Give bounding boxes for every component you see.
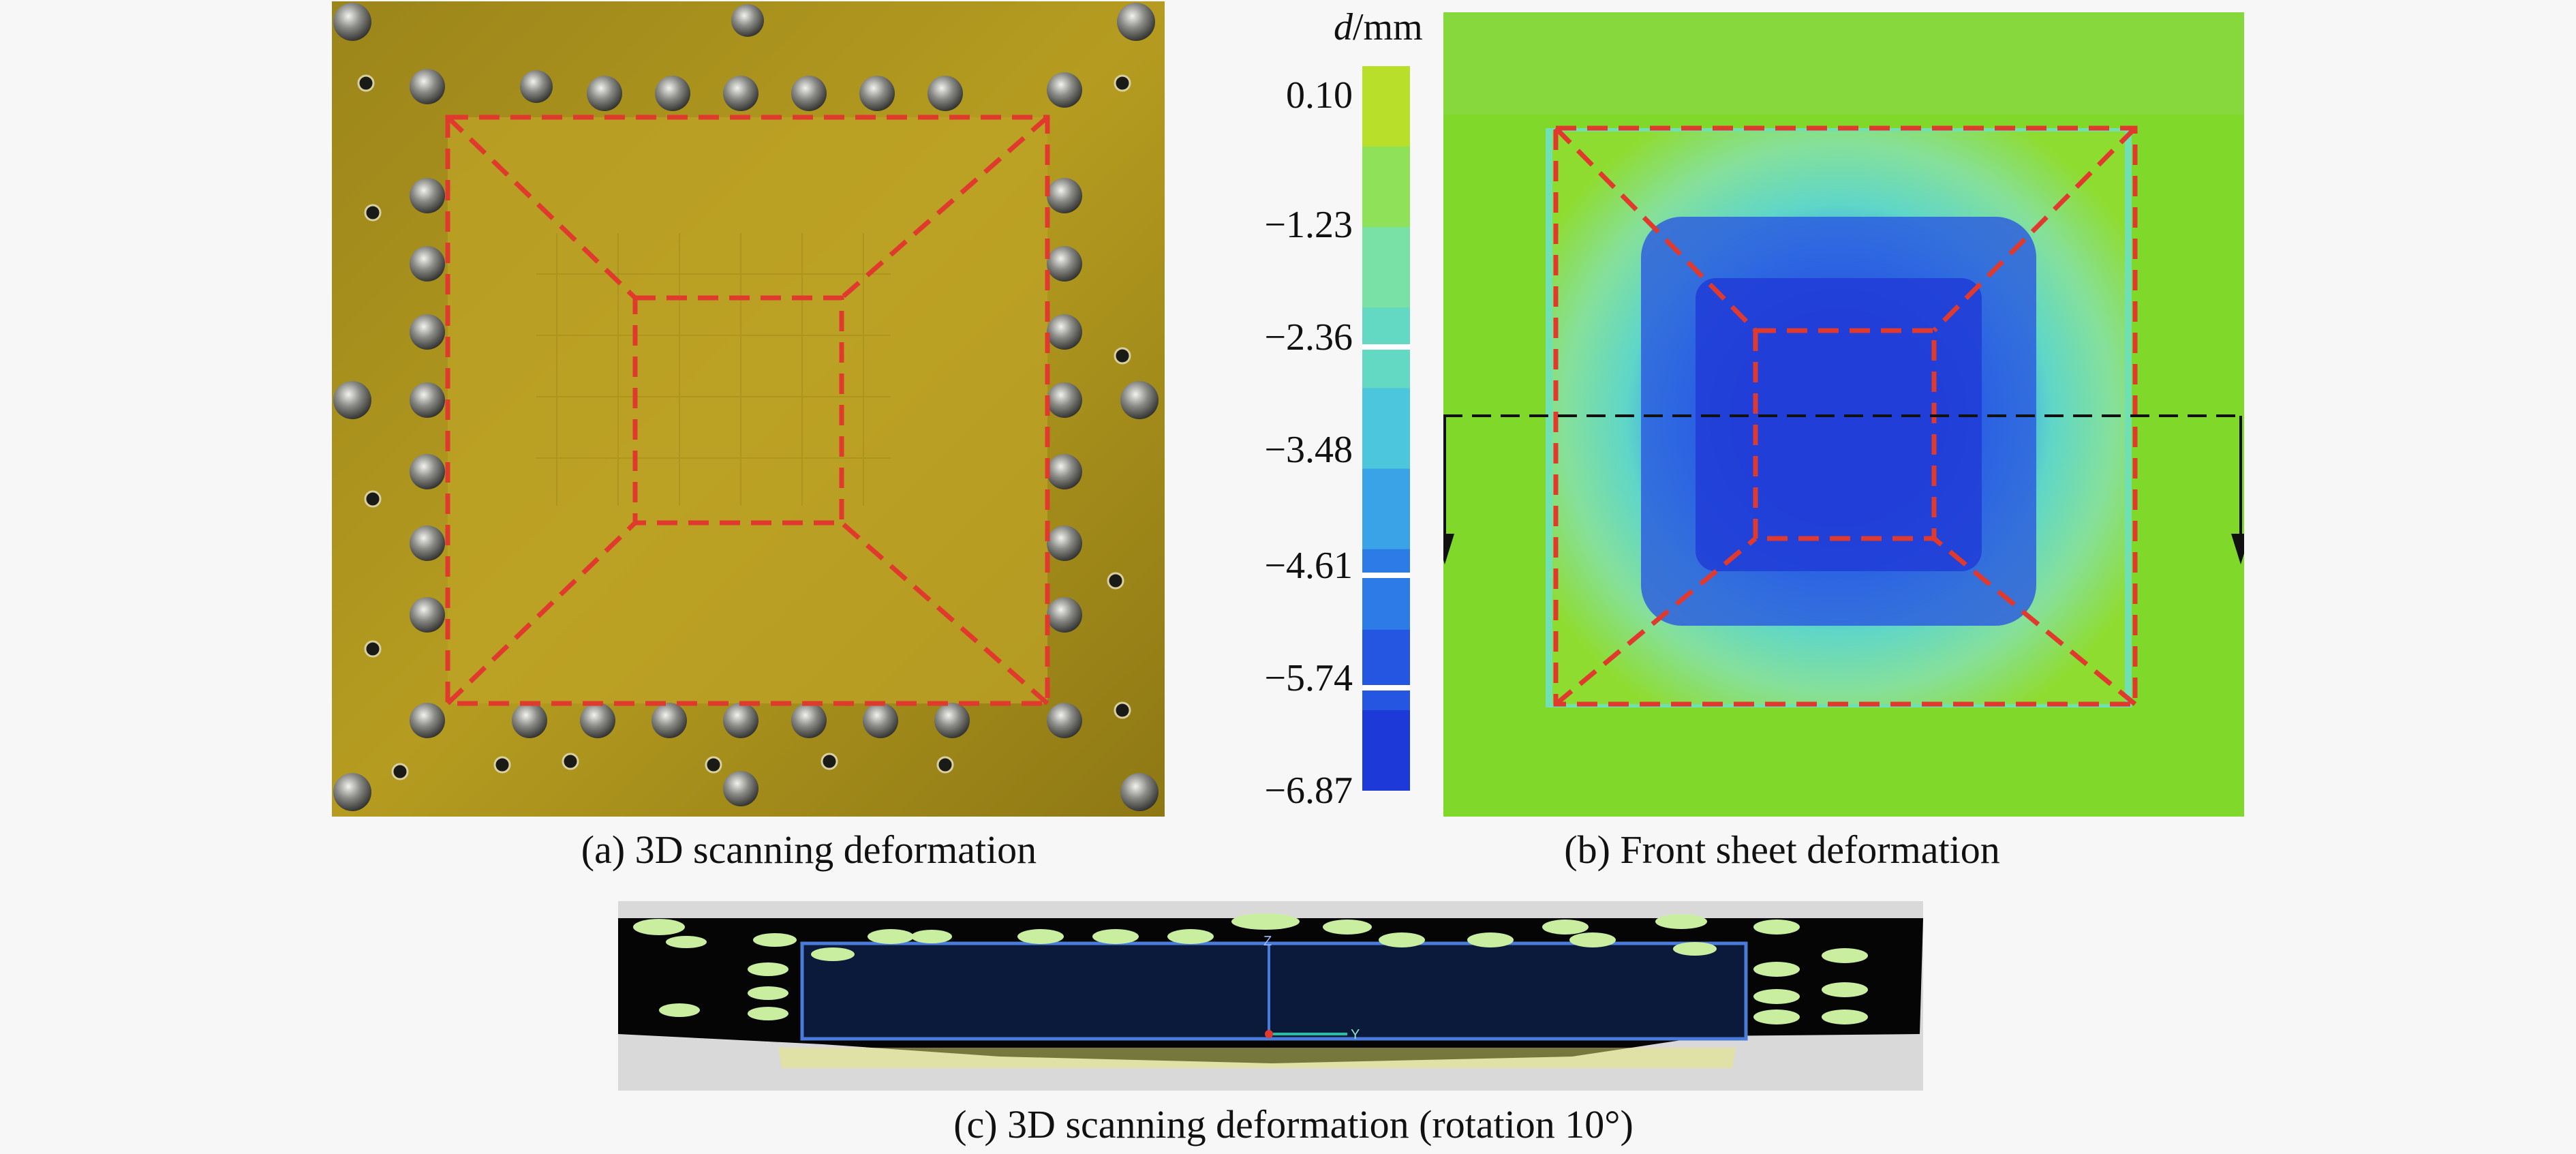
caption-a: (a) 3D scanning deformation: [581, 827, 1037, 872]
front-sheet-contour-plot: [1443, 12, 2244, 817]
colorbar-tick-label: −1.23: [1264, 204, 1353, 246]
z-axis-label: Z: [1263, 934, 1272, 949]
colorbar-segment: [1362, 468, 1410, 550]
scanned-plate-image: [332, 1, 1165, 817]
colorbar-symbol: d: [1334, 6, 1353, 48]
colorbar-separator: [1362, 573, 1410, 578]
panel-b-contour: [1443, 12, 2244, 817]
arrow-right-icon: [2231, 534, 2244, 564]
arrow-left-icon: [1443, 534, 1454, 564]
colorbar-tick-label: −5.74: [1264, 657, 1353, 699]
colorbar-segment: [1362, 227, 1410, 309]
y-axis-label: Y: [1351, 1027, 1360, 1042]
colorbar-tick-label: 0.10: [1286, 74, 1353, 117]
side-view-scan: Z Y: [618, 901, 1923, 1091]
origin-marker: [1265, 1030, 1273, 1038]
colorbar-separator: [1362, 344, 1410, 350]
colorbar-tick-label: −6.87: [1264, 770, 1353, 812]
caption-b: (b) Front sheet deformation: [1564, 827, 2000, 872]
section-line: [1443, 414, 2244, 544]
caption-c: (c) 3D scanning deformation (rotation 10…: [953, 1102, 1634, 1147]
colorbar-segment: [1362, 710, 1410, 791]
colorbar-segment: [1362, 388, 1410, 470]
colorbar-gradient: [1362, 66, 1410, 791]
panel-c-side-view: Z Y: [618, 901, 1923, 1091]
dashed-outline: [445, 115, 1050, 706]
panel-a-photo: [332, 1, 1165, 817]
bolt-holes: [333, 3, 1159, 811]
colorbar-tick-label: −3.48: [1264, 429, 1353, 471]
colorbar-segment: [1362, 629, 1410, 711]
colorbar-tick-label: −4.61: [1264, 545, 1353, 587]
colorbar-separator: [1362, 685, 1410, 690]
colorbar: [1362, 66, 1410, 791]
colorbar-title: d/mm: [1334, 5, 1423, 49]
contour-dashed-outline: [1553, 125, 2138, 707]
colorbar-segment: [1362, 66, 1410, 148]
colorbar-segment: [1362, 147, 1410, 228]
colorbar-segment: [1362, 549, 1410, 631]
target-markers: [633, 913, 1868, 1024]
colorbar-unit: /mm: [1353, 6, 1423, 48]
colorbar-tick-label: −2.36: [1264, 316, 1353, 359]
